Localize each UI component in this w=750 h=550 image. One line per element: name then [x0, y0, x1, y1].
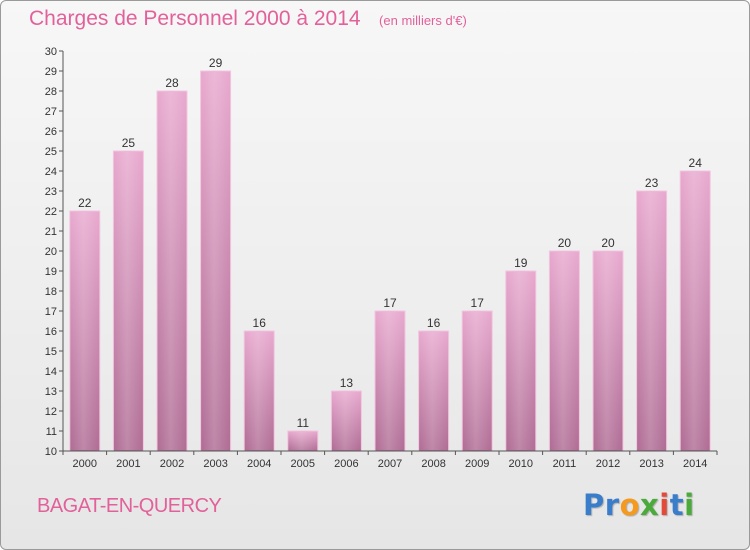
- bar-value-label: 16: [427, 316, 441, 330]
- brand-logo-letter: i: [684, 488, 695, 522]
- x-tick-label: 2014: [683, 458, 707, 470]
- x-tick-label: 2010: [509, 458, 533, 470]
- y-tick-label: 16: [45, 326, 57, 338]
- brand-logo-letter: t: [669, 488, 685, 522]
- y-tick-label: 12: [45, 406, 57, 418]
- chart-title: Charges de Personnel 2000 à 2014: [29, 7, 361, 30]
- bar-highlight: [288, 432, 317, 450]
- x-tick-label: 2012: [596, 458, 620, 470]
- x-tick-label: 2011: [553, 458, 577, 470]
- x-tick-label: 2004: [247, 458, 271, 470]
- y-tick-label: 22: [45, 206, 57, 218]
- y-tick-label: 29: [45, 66, 57, 78]
- x-tick-label: 2001: [116, 458, 140, 470]
- brand-logo-letter: P: [583, 488, 605, 522]
- y-tick-label: 26: [45, 126, 57, 138]
- bar-highlight: [419, 332, 448, 450]
- y-tick-label: 28: [45, 86, 57, 98]
- y-axis: 10 11 12 13 14 15 16 17 18 19 20 21 22 23 24 25 26 27 28 29…: [45, 46, 64, 458]
- bar-highlight: [114, 152, 143, 450]
- y-tick-label: 18: [45, 286, 57, 298]
- x-tick-label: 2008: [421, 458, 445, 470]
- x-tick-label: 2003: [203, 458, 227, 470]
- bar-value-label: 25: [122, 136, 136, 150]
- x-tick-label: 2002: [160, 458, 184, 470]
- bar-highlight: [158, 92, 186, 450]
- bar-value-label: 13: [340, 376, 354, 390]
- brand-logo-letter: i: [659, 488, 670, 522]
- y-tick-label: 10: [45, 446, 57, 458]
- bar-highlight: [550, 252, 579, 450]
- x-tick-label: 2009: [465, 458, 489, 470]
- bars: 22 25 28 29 16 11 13 17 16 17 19 20 20 23 24: [69, 56, 711, 452]
- bar-value-label: 20: [558, 236, 572, 250]
- bar-highlight: [463, 312, 492, 450]
- brand-logo-letter: o: [619, 488, 641, 522]
- bar-value-label: 29: [209, 56, 223, 70]
- brand-logo: Proxiti: [583, 488, 695, 522]
- bar-highlight: [637, 192, 666, 450]
- bar-value-label: 20: [601, 236, 615, 250]
- x-tick-label: 2000: [73, 458, 97, 470]
- bar-value-label: 17: [383, 296, 397, 310]
- bar-value-label: 22: [78, 196, 92, 210]
- y-tick-label: 19: [45, 266, 57, 278]
- title-row: Charges de Personnel 2000 à 2014 (en mil…: [29, 7, 467, 31]
- y-tick-label: 17: [45, 306, 57, 318]
- y-tick-label: 15: [45, 346, 57, 358]
- bar-highlight: [245, 332, 274, 450]
- bar-value-label: 19: [514, 256, 528, 270]
- y-tick-label: 13: [45, 386, 57, 398]
- y-tick-label: 11: [46, 426, 57, 438]
- y-tick-label: 23: [45, 186, 57, 198]
- y-tick-label: 14: [45, 366, 57, 378]
- x-tick-label: 2013: [639, 458, 663, 470]
- bar-value-label: 11: [297, 416, 310, 430]
- y-tick-label: 24: [45, 166, 57, 178]
- bar-highlight: [70, 212, 99, 450]
- place-name: BAGAT-EN-QUERCY: [37, 495, 222, 517]
- bar-highlight: [332, 392, 361, 450]
- y-tick-label: 25: [45, 146, 57, 158]
- x-axis: 2000 2001 2002 2003 2004 2005 2006 2007 2008 2009…: [62, 450, 718, 470]
- bar-highlight: [376, 312, 404, 450]
- bar-value-label: 17: [471, 296, 485, 310]
- bar-highlight: [594, 252, 622, 450]
- y-tick-label: 27: [45, 106, 57, 118]
- x-tick-label: 2006: [334, 458, 358, 470]
- bar-highlight: [681, 172, 710, 450]
- x-tick-label: 2007: [378, 458, 402, 470]
- bar-value-label: 16: [253, 316, 267, 330]
- y-tick-label: 21: [45, 226, 57, 238]
- bar-highlight: [506, 272, 535, 450]
- bar-value-label: 24: [689, 156, 703, 170]
- y-tick-label: 20: [45, 246, 57, 258]
- bar-value-label: 28: [165, 76, 179, 90]
- bar-value-label: 23: [645, 176, 659, 190]
- bar-highlight: [201, 72, 230, 450]
- y-tick-label: 30: [45, 46, 57, 58]
- chart-subtitle: (en milliers d'€): [379, 13, 467, 28]
- brand-logo-letter: r: [604, 488, 620, 522]
- x-tick-label: 2005: [291, 458, 315, 470]
- brand-logo-letter: x: [640, 488, 660, 522]
